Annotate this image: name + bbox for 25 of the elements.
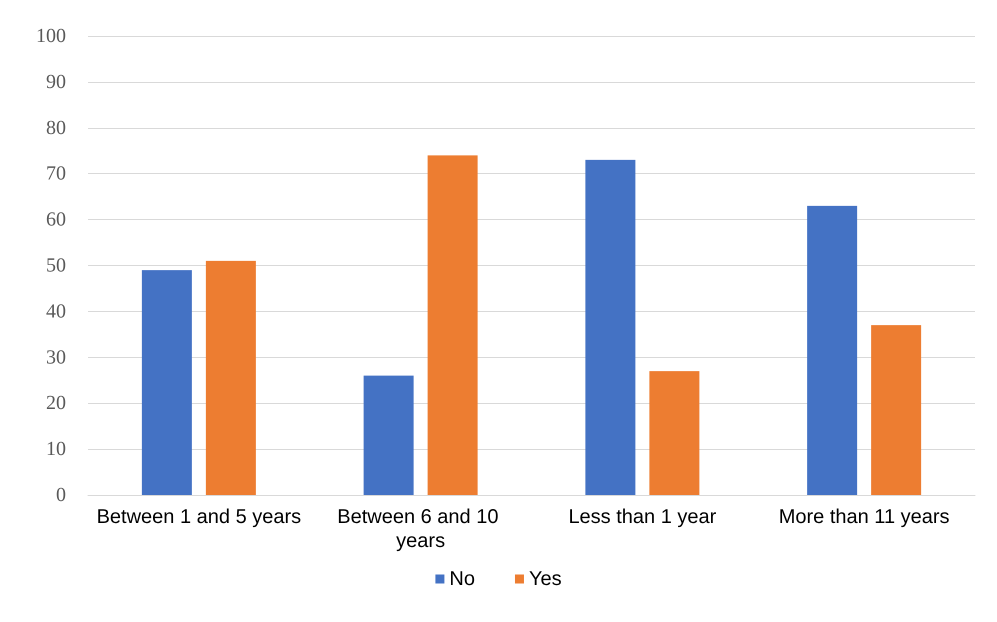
x-tick-label: Less than 1 year: [568, 506, 717, 528]
y-tick-label: 10: [46, 438, 66, 460]
y-tick-label: 100: [36, 25, 66, 47]
y-tick-label: 0: [56, 484, 66, 506]
legend-label: Yes: [528, 568, 562, 590]
bar: [871, 325, 922, 495]
y-tick-label: 50: [46, 254, 66, 276]
y-tick-label: 70: [46, 162, 66, 185]
y-tick-label: 80: [46, 116, 66, 139]
y-tick-label: 30: [46, 346, 66, 368]
bar: [585, 160, 636, 495]
bar: [649, 371, 700, 495]
x-tick-label: More than 11 years: [778, 506, 950, 528]
x-tick-label: Between 6 and 10 years: [337, 506, 504, 552]
bar: [364, 376, 414, 495]
legend-label: No: [449, 568, 475, 590]
bar: [807, 206, 858, 495]
bar: [142, 270, 192, 495]
y-tick-label: 20: [46, 392, 66, 414]
bar: [206, 260, 256, 495]
y-tick-label: 90: [46, 70, 66, 93]
bar: [428, 155, 478, 495]
y-tick-label: 40: [46, 300, 66, 322]
x-tick-label: Between 1 and 5 years: [96, 506, 302, 528]
y-tick-label: 60: [46, 208, 66, 231]
